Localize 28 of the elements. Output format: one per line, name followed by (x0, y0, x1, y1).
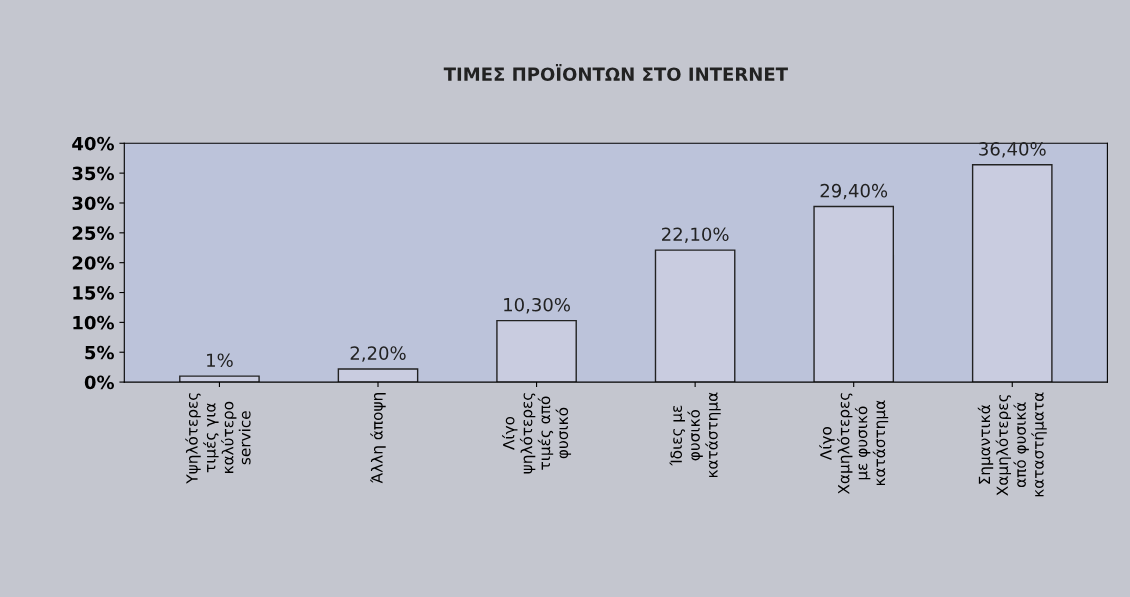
bar (654, 249, 736, 383)
bar (179, 375, 260, 383)
y-tick-label: 30% (72, 196, 114, 211)
x-tick-label: Λίγο ψηλότερες τιμές από φυσικό (502, 393, 572, 474)
y-tick-label: 10% (73, 315, 114, 330)
y-tick-label: 5% (85, 345, 114, 360)
y-tick-label: 40% (72, 136, 114, 151)
data-label: 36,40% (979, 142, 1046, 158)
x-tick-label: Υψηλότερες τιμές για καλύτερο service (185, 393, 251, 484)
x-tick-label: Ίδιες με φυσικό κατάστημα (669, 392, 721, 478)
bar (496, 319, 577, 383)
bar (971, 164, 1053, 383)
chart-title: ΤΙΜΕΣ ΠΡΟΪΟΝΤΩΝ ΣΤΟ INTERNET (443, 64, 788, 82)
y-tick-label: 15% (73, 285, 114, 300)
x-tick-label: Άλλη άποψη (370, 393, 386, 484)
data-label: 22,10% (662, 227, 729, 243)
data-label: 1% (207, 353, 233, 368)
y-tick-label: 35% (72, 166, 114, 181)
y-tick-label: 0% (84, 375, 114, 390)
data-label: 2,20% (350, 346, 406, 362)
y-tick-label: 20% (72, 256, 114, 270)
data-label: 29,40% (820, 183, 888, 200)
bar (337, 368, 419, 383)
x-tick-label: Λίγο Χαμηλότερες με φυσικό κατάστημα (819, 393, 889, 495)
bar (813, 205, 895, 383)
y-tick-label: 25% (72, 226, 114, 240)
x-tick-label: Σημαντικά Χαμηλότερες από φυσικά καταστήματα (977, 392, 1047, 497)
data-label: 10,30% (504, 297, 570, 314)
